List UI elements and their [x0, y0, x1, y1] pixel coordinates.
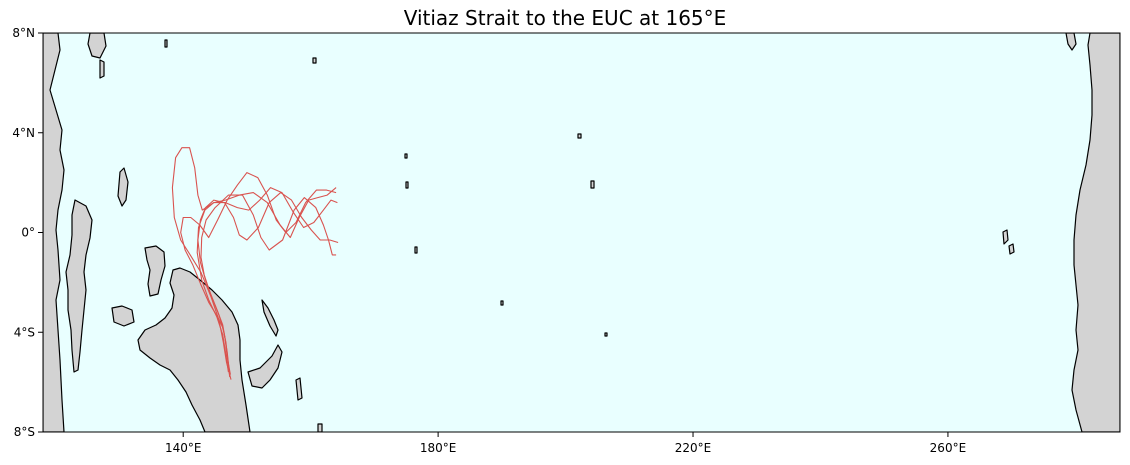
land-north-island-1 [87, 33, 107, 59]
land-atoll-3 [404, 153, 408, 159]
y-tick-label: 8°N [12, 26, 35, 40]
land-island-2 [117, 167, 129, 207]
land-atoll-6 [604, 332, 608, 337]
trajectory-line-3 [171, 147, 337, 380]
trajectory-line-5 [196, 187, 338, 373]
land-atoll-4 [405, 181, 409, 189]
land-south-america [1071, 33, 1120, 432]
land-atoll-2 [590, 180, 595, 189]
land-new-britain [247, 344, 283, 389]
y-tick-label: 0° [21, 226, 35, 240]
land-atoll-11 [317, 423, 323, 432]
land-galapagos-2 [1008, 243, 1015, 255]
land-island-1 [144, 245, 166, 297]
map-title: Vitiaz Strait to the EUC at 165°E [403, 6, 727, 30]
land-atoll-9 [414, 246, 418, 254]
land-new-guinea [137, 267, 251, 432]
land-galapagos-1 [1002, 229, 1009, 245]
trajectory-line-2 [197, 192, 339, 370]
x-tick-label: 140°E [165, 441, 202, 455]
y-tick-label: 4°N [12, 126, 35, 140]
land-atoll-8 [164, 39, 168, 48]
land-central-america-tip [1065, 33, 1077, 51]
land-north-island-2 [99, 59, 105, 79]
landmasses [43, 33, 1120, 432]
land-halmahera [65, 199, 93, 373]
land-island-3 [111, 305, 135, 327]
land-atoll-10 [295, 377, 303, 401]
trajectory-lines [171, 147, 339, 380]
land-atoll-1 [577, 133, 582, 139]
x-tick-label: 260°E [930, 441, 967, 455]
y-tick-label: 4°S [14, 325, 35, 339]
y-axis-ticks: 8°N 4°N 0° 4°S 8°S [12, 26, 43, 439]
land-new-ireland [261, 299, 279, 337]
x-tick-label: 220°E [675, 441, 712, 455]
land-atoll-5 [500, 300, 504, 306]
y-tick-label: 8°S [14, 425, 35, 439]
x-tick-label: 180°E [420, 441, 457, 455]
land-atoll-7 [312, 57, 317, 64]
land-west-edge [43, 33, 65, 432]
x-axis-ticks: 140°E 180°E 220°E 260°E [165, 432, 966, 455]
